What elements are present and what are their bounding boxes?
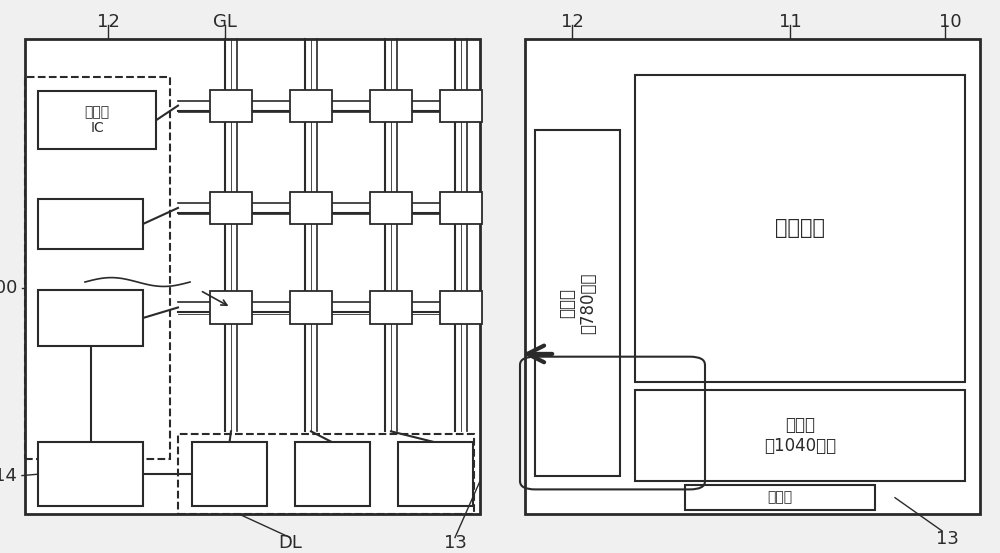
Bar [295, 442, 370, 506]
Bar [440, 291, 482, 324]
Bar [25, 39, 480, 514]
Text: 12: 12 [561, 13, 583, 31]
Text: DL: DL [278, 534, 302, 552]
Text: 11: 11 [779, 13, 801, 31]
Bar [398, 442, 473, 506]
Bar [370, 192, 412, 224]
Bar [290, 192, 332, 224]
Text: 14: 14 [0, 467, 17, 484]
Bar [38, 442, 143, 506]
Bar [440, 192, 482, 224]
Bar [178, 434, 474, 514]
Bar [290, 291, 332, 324]
Bar [635, 390, 965, 481]
Bar [685, 485, 875, 510]
Bar [370, 90, 412, 122]
Bar [38, 199, 143, 249]
Text: 行驱动
IC: 行驱动 IC [84, 105, 110, 135]
Text: 12: 12 [97, 13, 119, 31]
Text: 像素区域: 像素区域 [775, 218, 825, 238]
Text: 列读出
（1040列）: 列读出 （1040列） [764, 416, 836, 455]
Text: 1200: 1200 [0, 279, 17, 296]
Text: 13: 13 [444, 534, 466, 552]
Bar [290, 90, 332, 122]
Bar [370, 291, 412, 324]
Bar [25, 77, 170, 459]
Bar [38, 91, 156, 149]
Bar [210, 90, 252, 122]
Bar [210, 291, 252, 324]
Bar [535, 130, 620, 476]
Bar [210, 192, 252, 224]
Text: 连接器: 连接器 [767, 491, 793, 505]
Bar [635, 75, 965, 382]
Text: 10: 10 [939, 13, 961, 31]
Text: 13: 13 [936, 530, 958, 548]
Bar [525, 39, 980, 514]
Text: GL: GL [213, 13, 237, 31]
Bar [440, 90, 482, 122]
Bar [38, 290, 143, 346]
Bar [192, 442, 267, 506]
Text: 行驱动
（780行）: 行驱动 （780行） [558, 272, 597, 333]
